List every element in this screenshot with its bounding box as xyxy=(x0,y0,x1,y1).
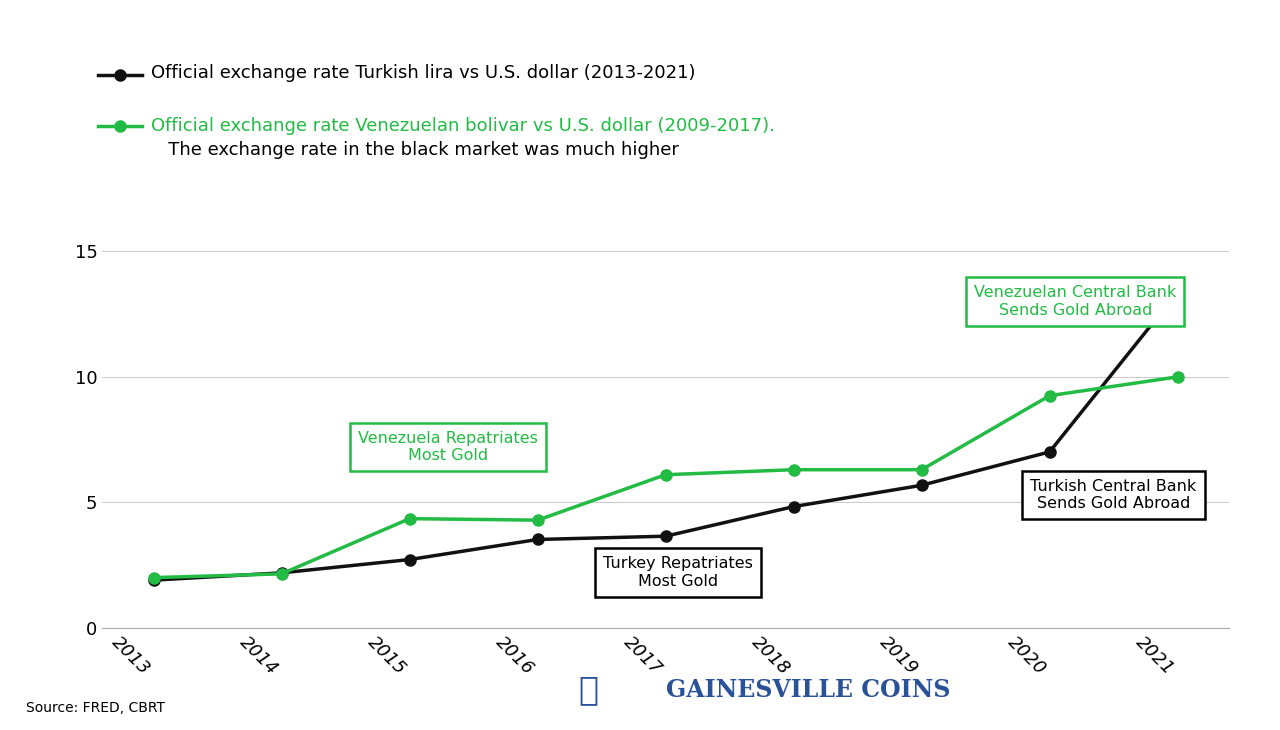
Text: Venezuela Repatriates
Most Gold: Venezuela Repatriates Most Gold xyxy=(358,431,538,464)
Text: Official exchange rate Venezuelan bolivar vs U.S. dollar (2009-2017).: Official exchange rate Venezuelan boliva… xyxy=(151,117,774,134)
Text: Official exchange rate Turkish lira vs U.S. dollar (2013-2021): Official exchange rate Turkish lira vs U… xyxy=(151,64,695,82)
Text: ⧃: ⧃ xyxy=(579,673,599,707)
Text: The exchange rate in the black market was much higher: The exchange rate in the black market wa… xyxy=(151,141,678,158)
Text: Turkey Repatriates
Most Gold: Turkey Repatriates Most Gold xyxy=(603,556,754,589)
Text: Venezuelan Central Bank
Sends Gold Abroad: Venezuelan Central Bank Sends Gold Abroa… xyxy=(974,285,1176,318)
Text: GAINESVILLE COINS: GAINESVILLE COINS xyxy=(666,678,950,702)
Text: Turkish Central Bank
Sends Gold Abroad: Turkish Central Bank Sends Gold Abroad xyxy=(1030,479,1197,511)
Text: Source: FRED, CBRT: Source: FRED, CBRT xyxy=(26,702,165,715)
